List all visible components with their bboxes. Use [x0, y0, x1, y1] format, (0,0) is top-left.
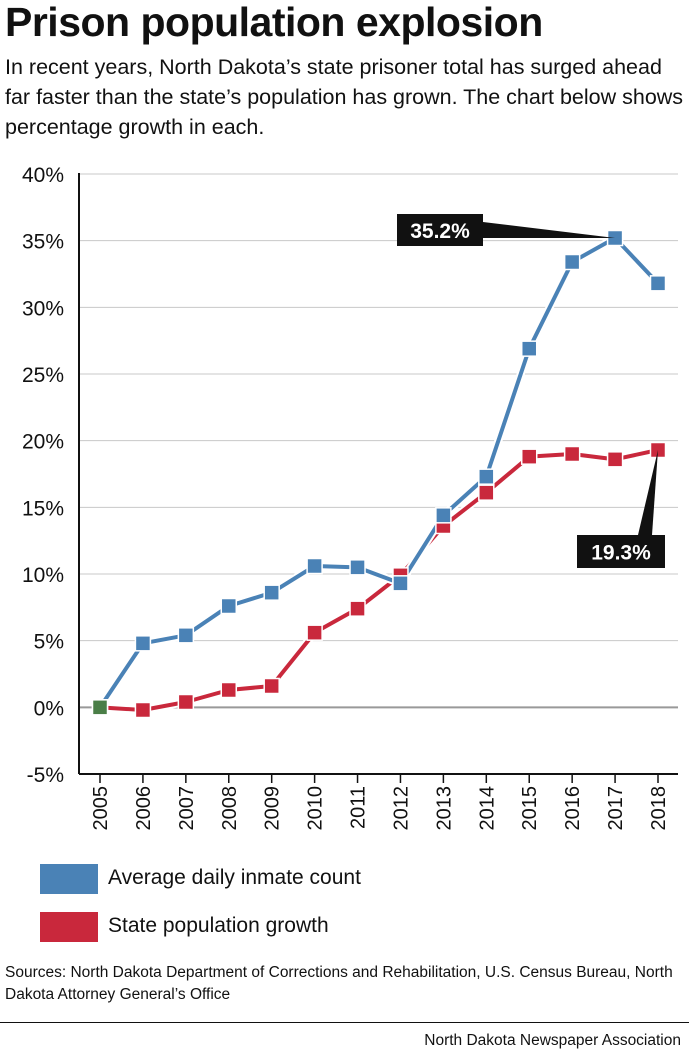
data-point	[306, 624, 323, 641]
data-point	[606, 451, 624, 468]
y-tick-label: -5%	[27, 764, 64, 787]
callout-box	[397, 214, 483, 246]
x-tick-label: 2007	[176, 786, 198, 831]
callout-pointer	[483, 222, 616, 238]
data-point	[91, 699, 109, 716]
data-point	[563, 445, 581, 463]
x-tick-label: 2010	[305, 786, 327, 831]
x-tick-label: 2017	[605, 786, 627, 831]
legend-label-inmate: Average daily inmate count	[108, 866, 361, 889]
line-chart: -5%0%5%10%15%20%25%30%35%40% 2005 2006 200…	[22, 164, 678, 831]
series-line-halo	[99, 446, 659, 714]
data-point	[520, 340, 538, 357]
y-tick-label: 15%	[22, 497, 64, 520]
y-tick-label: 30%	[22, 297, 64, 320]
y-tick-label: 10%	[22, 564, 64, 587]
y-tick-label: 40%	[22, 164, 64, 187]
callout-label: 19.3%	[591, 542, 651, 565]
data-point	[478, 484, 495, 501]
data-point	[134, 701, 152, 719]
data-point	[520, 448, 538, 465]
x-tick-label: 2012	[390, 786, 412, 831]
credit-line: North Dakota Newspaper Association	[424, 1032, 681, 1049]
x-tick-label: 2013	[433, 786, 455, 831]
y-tick-label: 35%	[22, 231, 64, 254]
legend-label-population: State population growth	[108, 914, 329, 937]
data-point	[649, 275, 667, 292]
data-point	[263, 584, 280, 601]
x-tick-label: 2009	[262, 786, 284, 831]
data-point	[134, 635, 152, 652]
grid-lines	[79, 173, 678, 775]
x-tick-label: 2015	[519, 786, 541, 831]
callout-box	[577, 535, 665, 568]
callout-pointer	[638, 450, 658, 535]
data-point	[263, 677, 280, 695]
x-tick-label: 2011	[348, 786, 370, 829]
sources-note: Sources: North Dakota Department of Corr…	[5, 964, 673, 1003]
x-tick-label: 2008	[219, 786, 241, 831]
callout-label: 35.2%	[410, 220, 470, 243]
footer-divider	[0, 1022, 689, 1023]
y-axis-tick-labels: -5% 0% 5% 10% 15% 20% 25% 30% 35% 40%	[22, 164, 64, 787]
data-point	[349, 600, 366, 617]
x-tick-label: 2016	[562, 786, 584, 831]
y-tick-label: 20%	[22, 431, 64, 454]
series-line	[99, 448, 659, 712]
data-point	[220, 681, 238, 699]
data-point	[306, 557, 323, 575]
data-points	[91, 229, 667, 719]
data-point	[435, 507, 452, 524]
x-tick-label: 2005	[90, 786, 112, 831]
data-point	[563, 253, 581, 271]
y-tick-label: 0%	[34, 697, 64, 720]
data-point	[177, 627, 195, 644]
axes	[78, 173, 678, 775]
legend-swatch-inmate	[40, 864, 98, 894]
x-tick-label: 2006	[133, 786, 155, 831]
data-point	[220, 597, 238, 615]
chart-subtitle: In recent years, North Dakota’s state pr…	[5, 55, 684, 139]
x-tick-label: 2018	[648, 786, 670, 831]
data-point	[349, 559, 366, 576]
x-axis-tick-labels: 2005 2006 2007 2008 2009 2010 2011 2012 2013 2014…	[90, 774, 670, 831]
data-point	[478, 468, 495, 485]
data-point	[392, 575, 409, 592]
x-tick-label: 2014	[476, 786, 498, 831]
legend-swatch-population	[40, 912, 98, 942]
data-point	[177, 693, 195, 711]
callouts: 35.2% 19.3%	[397, 214, 665, 568]
y-tick-label: 25%	[22, 364, 64, 387]
y-tick-label: 5%	[34, 631, 64, 654]
chart-title: Prison population explosion	[5, 0, 543, 45]
